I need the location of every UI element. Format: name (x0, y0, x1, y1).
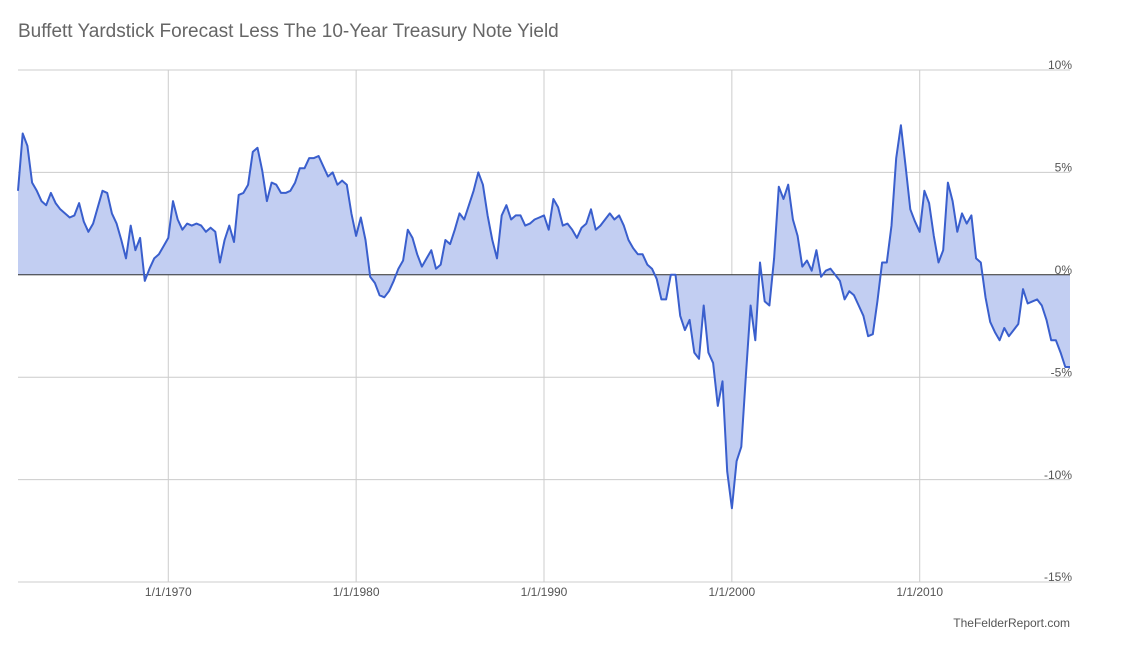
x-tick-label: 1/1/1990 (521, 585, 568, 599)
x-tick-label: 1/1/1980 (333, 585, 380, 599)
y-tick-label: 10% (1048, 58, 1072, 72)
y-tick-label: 0% (1055, 263, 1073, 277)
y-tick-label: -10% (1044, 468, 1072, 482)
area-fill (18, 125, 1070, 509)
footnote: TheFelderReport.com (953, 616, 1070, 630)
x-tick-label: 1/1/1970 (145, 585, 192, 599)
y-tick-label: -5% (1051, 365, 1073, 379)
chart-title: Buffett Yardstick Forecast Less The 10-Y… (18, 21, 559, 42)
x-tick-label: 1/1/2010 (896, 585, 943, 599)
y-tick-label: 5% (1055, 161, 1073, 175)
x-tick-label: 1/1/2000 (708, 585, 755, 599)
line (17, 124, 1070, 510)
y-tick-label: -15% (1044, 570, 1072, 584)
